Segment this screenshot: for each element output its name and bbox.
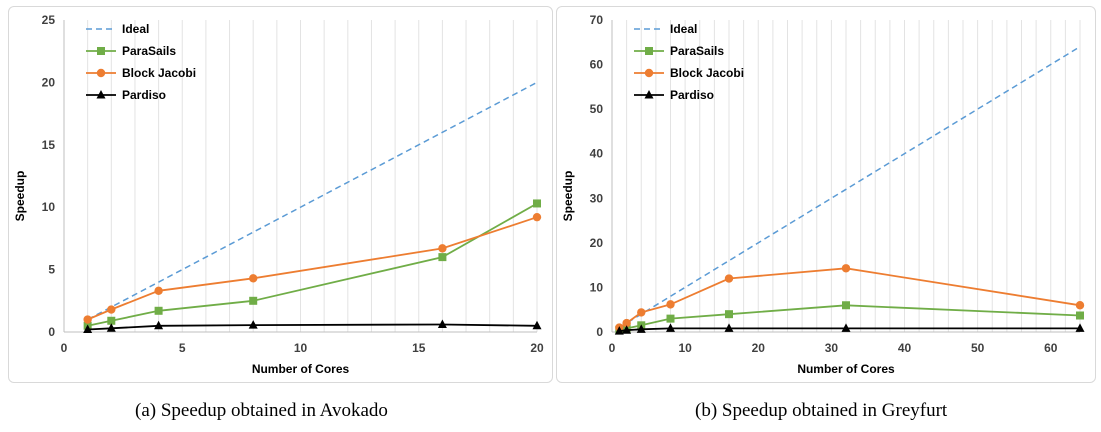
legend-label-pardiso: Pardiso: [122, 88, 166, 102]
data-point-parasails: [438, 253, 447, 262]
data-point-block-jacobi: [532, 212, 542, 222]
x-axis-title: Number of Cores: [797, 362, 895, 376]
y-tick-label: 5: [48, 263, 55, 277]
data-point-block-jacobi: [96, 68, 106, 78]
x-tick-label: 20: [752, 341, 766, 355]
y-tick-label: 20: [42, 75, 56, 89]
data-point-parasails: [666, 314, 675, 323]
y-tick-label: 15: [42, 138, 56, 152]
series-pardiso: [83, 319, 542, 334]
data-point-pardiso: [532, 320, 542, 330]
legend-label-parasails: ParaSails: [122, 44, 176, 58]
x-tick-label: 30: [825, 341, 839, 355]
y-tick-label: 60: [590, 58, 604, 72]
data-point-block-jacobi: [1075, 301, 1085, 310]
data-point-block-jacobi: [107, 305, 116, 314]
data-point-block-jacobi: [83, 315, 92, 324]
legend-label-block-jacobi: Block Jacobi: [670, 66, 744, 80]
legend-label-ideal: Ideal: [670, 22, 697, 36]
y-tick-label: 10: [42, 200, 56, 214]
x-tick-label: 0: [61, 341, 68, 355]
data-point-parasails: [645, 47, 653, 55]
data-point-block-jacobi: [666, 300, 675, 309]
y-tick-label: 25: [42, 13, 56, 27]
y-axis-title: Speedup: [13, 171, 27, 222]
x-tick-label: 40: [898, 341, 912, 355]
x-axis-title: Number of Cores: [252, 362, 350, 376]
data-point-pardiso: [614, 326, 624, 335]
series-line-ideal: [87, 81, 538, 321]
speedup-chart-avokado: 0 5 10 15 20 25 0 5 10 15 20 Number of Cores Speedup…: [13, 13, 544, 376]
speedup-chart-greyfurt: 0 10 20 30 40 50 60 70 0 10 20 30 40 50 60 Number of Co…: [561, 13, 1085, 376]
data-point-parasails: [842, 301, 850, 310]
data-point-parasails: [249, 296, 258, 305]
data-point-block-jacobi: [154, 286, 163, 296]
series-parasails: [83, 199, 541, 330]
x-tick-label: 50: [971, 341, 985, 355]
legend-label-ideal: Ideal: [122, 22, 149, 36]
series-ideal: [87, 81, 538, 321]
x-tick-label: 5: [179, 341, 186, 355]
y-tick-label: 30: [590, 191, 604, 205]
data-point-pardiso: [666, 323, 675, 332]
data-point-block-jacobi: [249, 274, 258, 283]
y-tick-label: 40: [590, 147, 604, 161]
data-point-pardiso: [622, 325, 632, 334]
y-tick-label: 50: [590, 102, 604, 116]
data-point-pardiso: [154, 320, 164, 330]
chart-panel-greyfurt: 0 10 20 30 40 50 60 70 0 10 20 30 40 50 60 Number of Co…: [556, 6, 1096, 383]
x-tick-label: 15: [412, 341, 426, 355]
x-tick-label: 10: [294, 341, 308, 355]
x-tick-label: 20: [530, 341, 544, 355]
y-tick-label: 10: [590, 280, 604, 294]
data-point-parasails: [97, 47, 105, 55]
data-point-block-jacobi: [438, 244, 447, 253]
data-point-parasails: [725, 310, 733, 319]
y-tick-label: 70: [590, 13, 604, 27]
data-point-pardiso: [724, 323, 734, 332]
legend-label-pardiso: Pardiso: [670, 88, 714, 102]
data-point-pardiso: [644, 90, 654, 99]
data-point-pardiso: [841, 323, 851, 332]
data-point-parasails: [154, 306, 163, 315]
data-point-parasails: [107, 316, 116, 325]
legend: Ideal ParaSails Block Jacobi Pardiso: [634, 22, 744, 102]
x-tick-label: 0: [609, 341, 616, 355]
data-point-pardiso: [1075, 323, 1085, 332]
data-point-block-jacobi: [841, 264, 851, 273]
legend-label-parasails: ParaSails: [670, 44, 724, 58]
data-point-pardiso: [248, 320, 258, 329]
data-point-pardiso: [83, 324, 93, 334]
data-point-block-jacobi: [644, 68, 654, 78]
x-tick-label: 10: [678, 341, 692, 355]
series-block-jacobi: [83, 212, 542, 324]
series-line-block-jacobi: [618, 267, 1081, 329]
y-tick-label: 0: [48, 325, 55, 339]
data-point-pardiso: [437, 319, 447, 329]
data-point-pardiso: [106, 323, 116, 332]
x-tick-label: 60: [1044, 341, 1058, 355]
data-point-pardiso: [96, 90, 106, 99]
y-tick-label: 0: [596, 325, 603, 339]
data-point-pardiso: [636, 324, 646, 333]
chart-panel-avokado: 0 5 10 15 20 25 0 5 10 15 20 Number of Cores Speedup…: [8, 6, 553, 383]
caption-avokado: (a) Speedup obtained in Avokado: [135, 400, 388, 421]
data-point-block-jacobi: [724, 274, 734, 283]
series-line-pardiso: [87, 323, 538, 331]
data-point-block-jacobi: [622, 318, 631, 328]
y-tick-label: 20: [590, 236, 604, 250]
series-block-jacobi: [615, 264, 1085, 332]
data-point-parasails: [1076, 311, 1084, 320]
data-point-block-jacobi: [637, 308, 646, 317]
series-line-block-jacobi: [87, 216, 538, 321]
series-pardiso: [614, 323, 1085, 335]
legend-label-block-jacobi: Block Jacobi: [122, 66, 196, 80]
legend: Ideal ParaSails Block Jacobi Pardiso: [86, 22, 196, 102]
caption-greyfurt: (b) Speedup obtained in Greyfurt: [695, 400, 948, 421]
data-point-parasails: [533, 199, 541, 208]
y-axis-title: Speedup: [561, 171, 575, 222]
